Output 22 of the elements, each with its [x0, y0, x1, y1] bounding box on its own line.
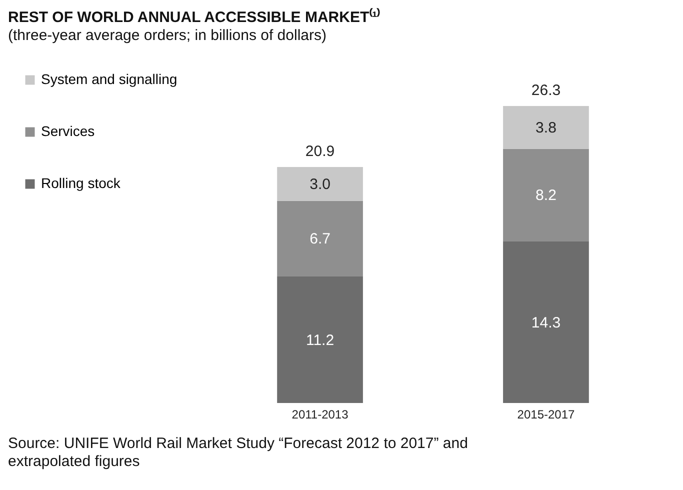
x-tick-label: 2015-2017	[517, 408, 575, 422]
data-label: 3.8	[536, 119, 556, 136]
data-label: 6.7	[310, 230, 330, 248]
bar	[277, 276, 363, 403]
bar	[503, 106, 589, 149]
total-label: 26.3	[531, 82, 561, 99]
bar	[503, 242, 589, 403]
legend-label: Services	[41, 123, 95, 139]
bar	[503, 148, 589, 242]
data-label: 14.3	[531, 314, 561, 332]
data-label: 3.0	[310, 176, 330, 193]
legend-label: Rolling stock	[41, 175, 122, 191]
chart-title: REST OF WORLD ANNUAL ACCESSIBLE MARKET⁽¹⁾	[8, 8, 380, 26]
data-label: 11.2	[306, 332, 334, 349]
legend-label: System and signalling	[41, 71, 178, 87]
data-label: 8.2	[536, 187, 556, 204]
bar	[277, 200, 363, 277]
total-label: 20.9	[305, 142, 335, 160]
x-tick-label: 2011-2013	[292, 408, 349, 422]
chart-subtitle: (three-year average orders; in billions of dollars)	[8, 27, 326, 44]
bar	[277, 166, 363, 201]
source-note: Source: UNIFE World Rail Market Study “Forecast 2012 to 2017” and extrapolated figures	[8, 435, 468, 470]
